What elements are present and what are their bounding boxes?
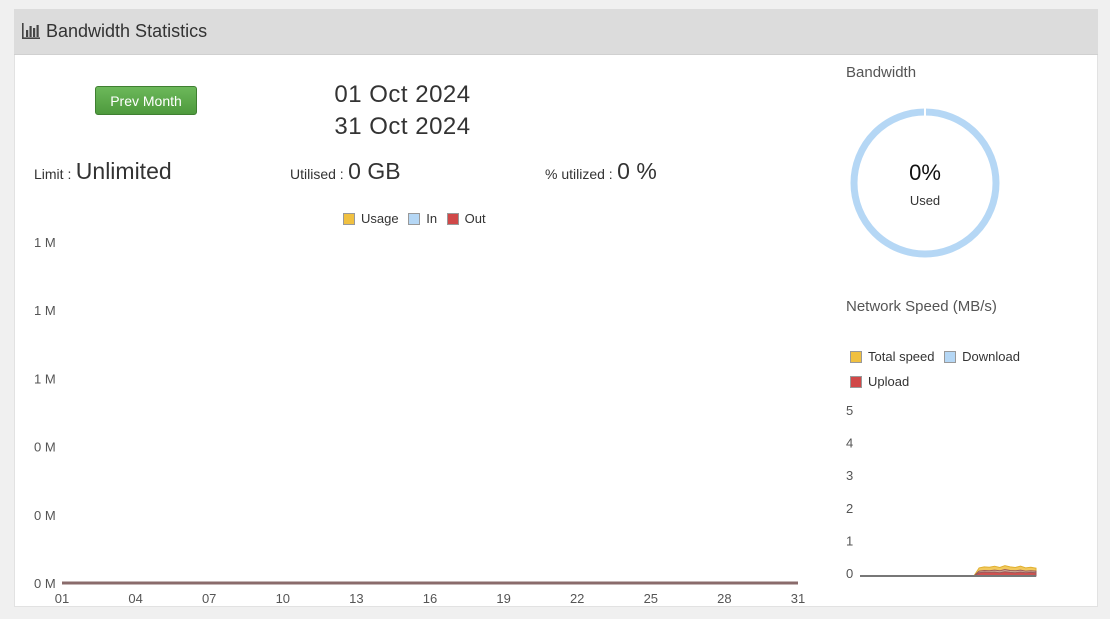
- legend-label-in: In: [426, 211, 438, 226]
- pct-utilized-label: % utilized :: [545, 166, 613, 182]
- period-end: 31 Oct 2024: [334, 113, 471, 140]
- speed-y-tick-label: 2: [846, 501, 853, 516]
- x-tick-label: 16: [423, 591, 437, 606]
- donut-used-label: Used: [909, 193, 941, 208]
- utilised-stat: Utilised : 0 GB: [290, 158, 401, 185]
- limit-label: Limit :: [34, 166, 72, 182]
- y-tick-label: 0 M: [34, 508, 56, 523]
- legend-swatch-upload: [850, 376, 862, 388]
- legend-item-download[interactable]: Download: [944, 344, 1020, 369]
- limit-stat: Limit : Unlimited: [34, 158, 172, 185]
- x-tick-label: 04: [128, 591, 142, 606]
- utilised-label: Utilised :: [290, 166, 344, 182]
- usage-chart: 1 M1 M1 M0 M0 M0 M01 04 07 10 13 16 19 22 25 28 31: [34, 235, 805, 606]
- pct-utilized-value: 0 %: [617, 158, 657, 184]
- legend-item-upload[interactable]: Upload: [850, 369, 909, 394]
- legend-label-upload: Upload: [868, 374, 910, 389]
- panel-header: Bandwidth Statistics: [14, 9, 1098, 55]
- period-start: 01 Oct 2024: [334, 81, 471, 108]
- usage-chart-legend: Usage In Out: [343, 211, 492, 226]
- x-tick-label: 13: [349, 591, 363, 606]
- network-speed-title: Network Speed (MB/s): [846, 298, 997, 315]
- y-tick-label: 0 M: [34, 440, 56, 455]
- legend-item-usage[interactable]: Usage: [343, 211, 399, 226]
- legend-item-total-speed[interactable]: Total speed: [850, 344, 935, 369]
- y-tick-label: 1 M: [34, 371, 56, 386]
- x-tick-label: 07: [202, 591, 216, 606]
- x-tick-label: 10: [276, 591, 290, 606]
- x-tick-label: 22: [570, 591, 584, 606]
- y-tick-label: 0 M: [34, 576, 56, 591]
- x-tick-label: 31: [791, 591, 805, 606]
- legend-swatch-total-speed: [850, 351, 862, 363]
- network-speed-chart: 5 4 3 2 1 0: [846, 403, 1037, 581]
- y-tick-label: 1 M: [34, 303, 56, 318]
- legend-item-in[interactable]: In: [408, 211, 437, 226]
- legend-swatch-out: [446, 213, 459, 225]
- speed-y-tick-label: 0: [846, 566, 853, 581]
- legend-label-download: Download: [962, 349, 1020, 364]
- y-tick-label: 1 M: [34, 235, 56, 250]
- speed-y-tick-label: 1: [846, 533, 853, 548]
- prev-month-button[interactable]: Prev Month: [95, 86, 197, 115]
- bandwidth-title: Bandwidth: [846, 64, 917, 81]
- legend-label-usage: Usage: [361, 211, 399, 226]
- speed-y-tick-label: 3: [846, 468, 853, 483]
- donut-gap: [924, 107, 926, 117]
- legend-item-out[interactable]: Out: [446, 211, 486, 226]
- utilised-value: 0 GB: [348, 158, 401, 184]
- donut-percent: 0%: [909, 160, 941, 185]
- pct-utilized-stat: % utilized : 0 %: [545, 158, 657, 185]
- x-tick-label: 25: [644, 591, 658, 606]
- limit-value: Unlimited: [75, 158, 172, 184]
- legend-label-total-speed: Total speed: [868, 349, 935, 364]
- bandwidth-donut: [850, 107, 1000, 258]
- speed-chart-legend: Total speed Download Upload: [850, 344, 1080, 394]
- legend-swatch-in: [408, 213, 421, 225]
- x-tick-label: 01: [55, 591, 69, 606]
- speed-y-tick-label: 4: [846, 436, 853, 451]
- speed-y-tick-label: 5: [846, 403, 853, 418]
- legend-swatch-download: [944, 351, 957, 363]
- page-title: Bandwidth Statistics: [46, 21, 208, 41]
- x-tick-label: 19: [496, 591, 510, 606]
- bar-chart-icon: [22, 23, 40, 39]
- x-tick-label: 28: [717, 591, 731, 606]
- legend-swatch-usage: [343, 213, 355, 225]
- legend-label-out: Out: [464, 211, 486, 226]
